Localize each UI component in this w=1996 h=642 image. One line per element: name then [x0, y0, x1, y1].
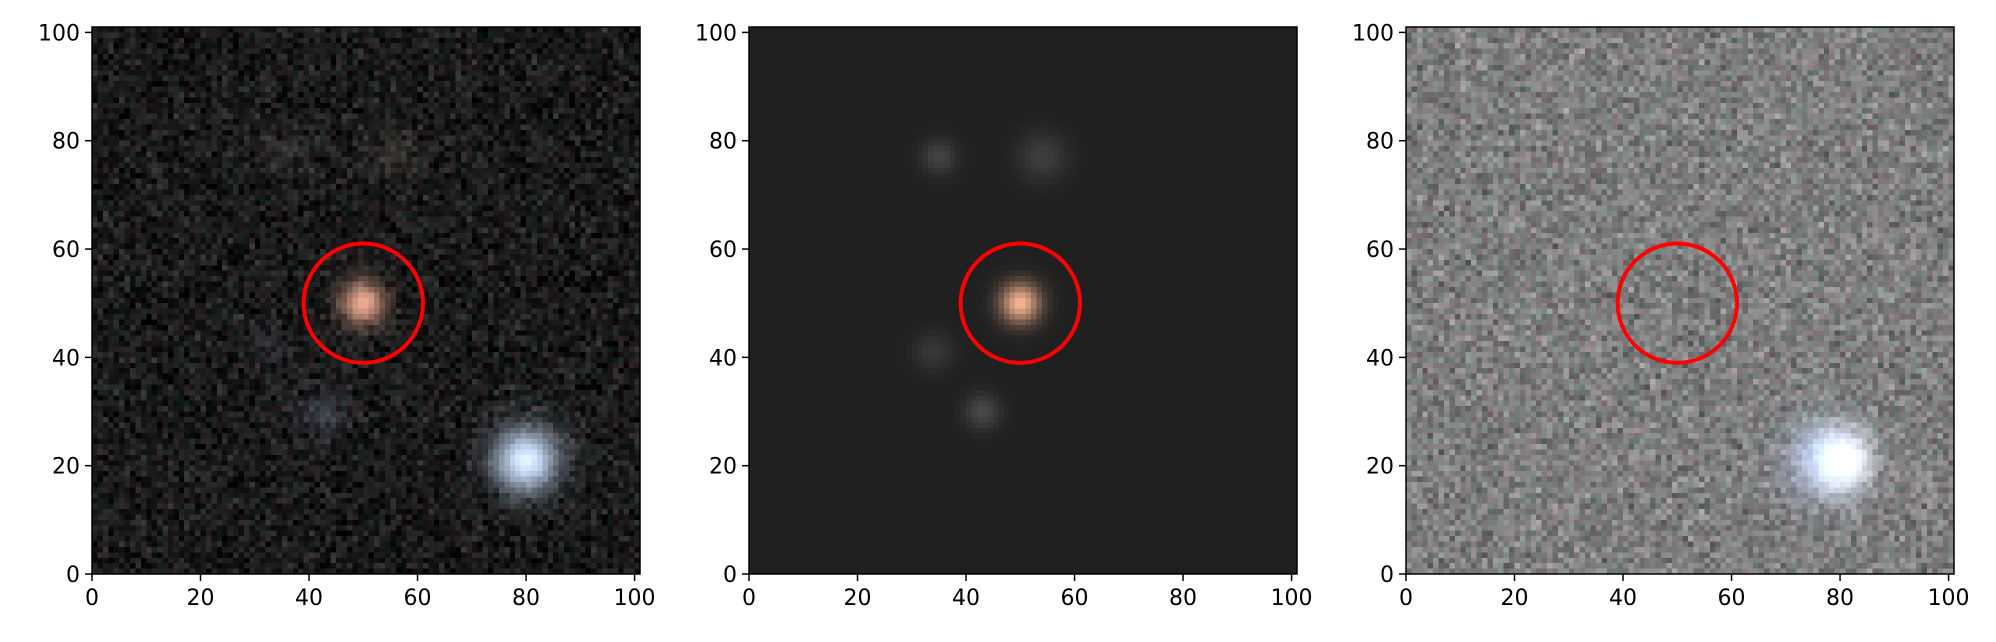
y-tick-label: 100	[695, 21, 737, 46]
residual-image-panel: 00 20 20 40 40 60 60 80 80 100 100	[1352, 21, 1970, 611]
x-tick: 60	[1061, 574, 1089, 611]
y-tick-label: 100	[38, 21, 80, 46]
x-tick: 100	[614, 574, 656, 611]
x-tick-label: 0	[85, 586, 99, 611]
x-tick: 0	[742, 574, 756, 611]
x-tick-label: 100	[1271, 586, 1313, 611]
x-tick-label: 100	[1928, 586, 1970, 611]
y-tick-label: 40	[1366, 346, 1394, 371]
y-tick: 100	[38, 21, 92, 46]
y-tick-label: 20	[52, 455, 80, 480]
x-tick: 80	[1169, 574, 1197, 611]
x-tick: 40	[952, 574, 980, 611]
y-tick: 0	[66, 563, 92, 588]
x-tick-label: 20	[844, 586, 872, 611]
residual-image	[1406, 27, 1954, 574]
x-tick: 20	[187, 574, 215, 611]
y-tick: 0	[1380, 563, 1406, 588]
y-tick-label: 60	[709, 238, 737, 263]
x-tick-label: 20	[1501, 586, 1529, 611]
observed-image	[92, 27, 640, 574]
axes-frame	[1405, 26, 1955, 575]
x-tick-label: 80	[1826, 586, 1854, 611]
observed-image-panel: 00 20 20 40 40 60 60 80 80 100 100	[38, 21, 656, 611]
aperture-circle	[1615, 241, 1739, 365]
x-tick-label: 0	[742, 586, 756, 611]
y-tick: 60	[52, 238, 92, 263]
y-tick-label: 20	[1366, 455, 1394, 480]
y-tick-label: 20	[709, 455, 737, 480]
x-tick-label: 80	[512, 586, 540, 611]
y-tick-label: 80	[1366, 130, 1394, 155]
y-tick: 100	[695, 21, 749, 46]
y-tick-label: 60	[52, 238, 80, 263]
x-tick-label: 0	[1399, 586, 1413, 611]
y-tick-label: 100	[1352, 21, 1394, 46]
axes-frame	[91, 26, 641, 575]
x-tick-label: 40	[1609, 586, 1637, 611]
x-tick: 40	[295, 574, 323, 611]
aperture-circle	[958, 241, 1082, 365]
y-tick: 40	[709, 346, 749, 371]
x-tick-label: 20	[187, 586, 215, 611]
x-tick-label: 60	[404, 586, 432, 611]
x-tick-label: 100	[614, 586, 656, 611]
y-tick: 80	[1366, 130, 1406, 155]
y-tick: 0	[723, 563, 749, 588]
x-tick: 20	[844, 574, 872, 611]
x-tick: 100	[1928, 574, 1970, 611]
x-tick: 0	[1399, 574, 1413, 611]
aperture-circle	[301, 241, 425, 365]
model-image	[749, 27, 1297, 574]
y-tick: 20	[52, 455, 92, 480]
y-tick-label: 0	[723, 563, 737, 588]
y-tick: 60	[709, 238, 749, 263]
y-tick: 40	[1366, 346, 1406, 371]
y-tick: 20	[1366, 455, 1406, 480]
x-tick: 100	[1271, 574, 1313, 611]
y-tick: 100	[1352, 21, 1406, 46]
y-tick-label: 60	[1366, 238, 1394, 263]
y-tick: 40	[52, 346, 92, 371]
x-tick-label: 60	[1718, 586, 1746, 611]
x-tick-label: 40	[295, 586, 323, 611]
x-tick-label: 60	[1061, 586, 1089, 611]
x-tick: 20	[1501, 574, 1529, 611]
x-tick: 0	[85, 574, 99, 611]
x-tick: 60	[1718, 574, 1746, 611]
axes-frame	[748, 26, 1298, 575]
y-tick-label: 80	[709, 130, 737, 155]
y-tick: 80	[52, 130, 92, 155]
x-tick-label: 80	[1169, 586, 1197, 611]
y-tick: 20	[709, 455, 749, 480]
y-tick-label: 80	[52, 130, 80, 155]
x-tick: 40	[1609, 574, 1637, 611]
y-tick-label: 0	[1380, 563, 1394, 588]
x-tick: 60	[404, 574, 432, 611]
x-tick: 80	[1826, 574, 1854, 611]
y-tick-label: 40	[52, 346, 80, 371]
x-tick: 80	[512, 574, 540, 611]
x-tick-label: 40	[952, 586, 980, 611]
y-tick-label: 0	[66, 563, 80, 588]
model-image-panel: 00 20 20 40 40 60 60 80 80 100 100	[695, 21, 1313, 611]
y-tick: 80	[709, 130, 749, 155]
y-tick-label: 40	[709, 346, 737, 371]
y-tick: 60	[1366, 238, 1406, 263]
